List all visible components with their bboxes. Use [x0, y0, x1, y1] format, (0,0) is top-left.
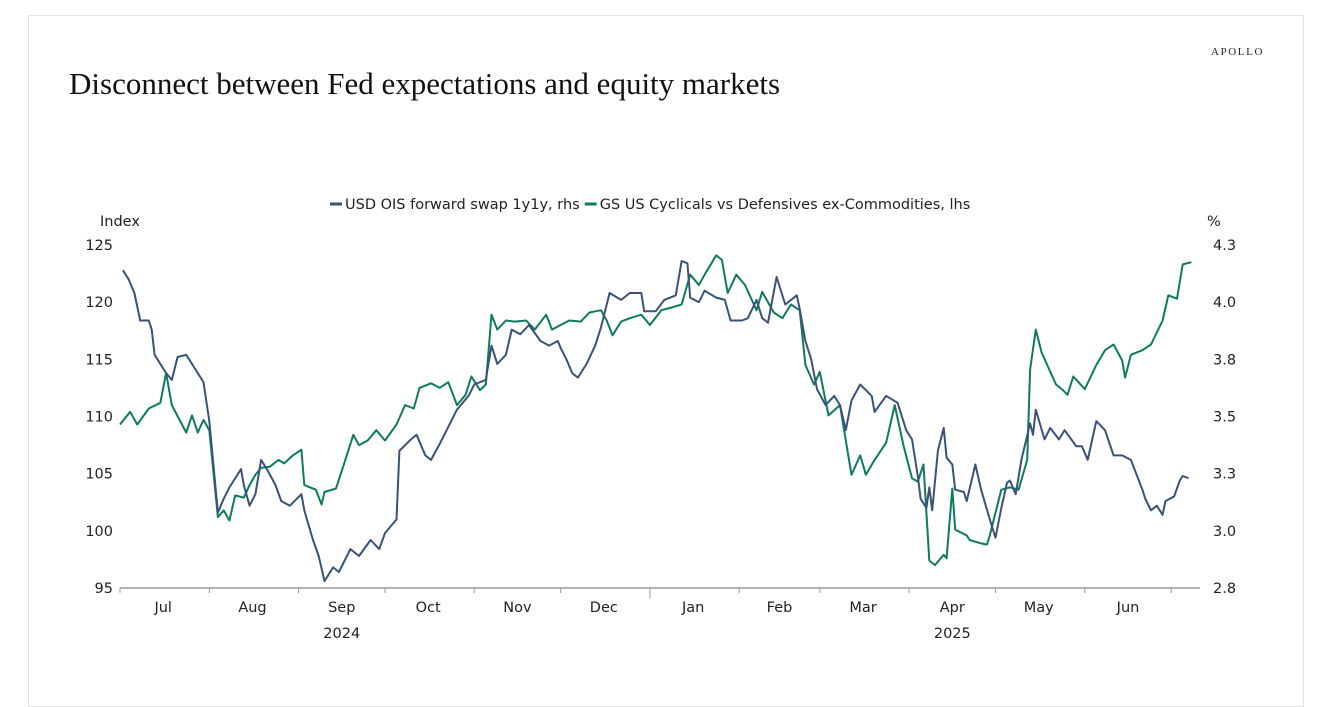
right-axis-ticks: 4.3 4.0 3.8 3.5 3.3 3.0 2.8: [1213, 238, 1236, 597]
legend-entry: USD OIS forward swap 1y1y, rhs: [345, 197, 580, 213]
left-tick-label: 110: [85, 410, 113, 426]
month-label: Nov: [503, 600, 532, 616]
right-tick-label: 3.5: [1213, 410, 1236, 426]
series-line-usd-ois: [122, 260, 1189, 583]
month-label: Jun: [1116, 600, 1140, 616]
right-tick-label: 4.0: [1213, 295, 1236, 311]
month-label: Oct: [416, 600, 441, 616]
left-tick-label: 125: [85, 238, 113, 254]
year-label: 2024: [323, 626, 360, 642]
legend: USD OIS forward swap 1y1y, rhs GS US Cycl…: [330, 197, 970, 213]
left-axis-ticks: 125 120 115 110 105 100 95: [85, 238, 113, 597]
left-axis-label: Index: [100, 214, 140, 230]
month-label: Jul: [153, 600, 172, 616]
right-axis-label: %: [1207, 214, 1221, 230]
chart-title: Disconnect between Fed expectations and …: [69, 66, 781, 101]
left-tick-label: 115: [85, 352, 113, 368]
month-label: Mar: [849, 600, 876, 616]
right-tick-label: 2.8: [1213, 581, 1236, 597]
legend-entry: GS US Cyclicals vs Defensives ex-Commodi…: [600, 197, 971, 213]
chart-card: [28, 15, 1304, 707]
right-tick-label: 3.8: [1213, 352, 1236, 368]
left-tick-label: 95: [95, 581, 113, 597]
line-chart: USD OIS forward swap 1y1y, rhs GS US Cycl…: [85, 197, 1236, 642]
month-label: Aug: [238, 600, 266, 616]
right-tick-label: 4.3: [1213, 238, 1236, 254]
year-label: 2025: [934, 626, 971, 642]
month-label: Feb: [767, 600, 793, 616]
right-tick-label: 3.0: [1213, 524, 1236, 540]
month-label: Dec: [590, 600, 618, 616]
left-tick-label: 100: [85, 524, 113, 540]
month-label: Apr: [940, 600, 965, 616]
month-label: Jan: [681, 600, 704, 616]
x-axis-ticks: Jul Aug Sep Oct Nov Dec Jan Feb Mar Apr May Jun 2024…: [119, 588, 1172, 642]
series-lines: [119, 254, 1192, 583]
left-tick-label: 120: [85, 295, 113, 311]
month-label: May: [1024, 600, 1054, 616]
apollo-logo: APOLLO: [1211, 46, 1264, 58]
right-tick-label: 3.3: [1213, 467, 1236, 483]
left-tick-label: 105: [85, 467, 113, 483]
series-line-gs-cyclicals: [119, 254, 1192, 567]
month-label: Sep: [328, 600, 355, 616]
